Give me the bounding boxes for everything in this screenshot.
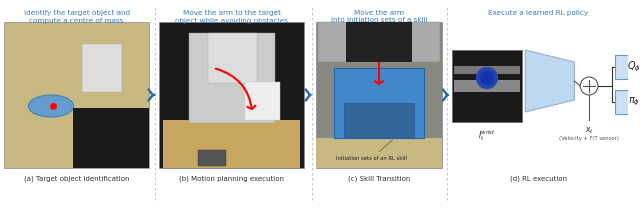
Bar <box>452 50 522 122</box>
Text: (c) Skill Transition: (c) Skill Transition <box>348 175 410 182</box>
Circle shape <box>480 71 494 85</box>
Bar <box>246 82 280 120</box>
Bar <box>318 22 440 62</box>
Text: Execute a learned RL policy: Execute a learned RL policy <box>488 10 588 16</box>
Bar <box>316 138 442 168</box>
Bar <box>208 33 257 83</box>
FancyBboxPatch shape <box>614 90 640 114</box>
Text: Move the arm
into initiation sets of a skill: Move the arm into initiation sets of a s… <box>331 10 428 24</box>
Text: (a) Target object identification: (a) Target object identification <box>24 175 129 182</box>
Text: (Velocity + F/T sensor): (Velocity + F/T sensor) <box>559 136 619 141</box>
Text: Identify the target object and
compute a centre of mass: Identify the target object and compute a… <box>24 10 130 24</box>
Bar <box>334 68 424 138</box>
Bar <box>198 150 226 166</box>
Bar <box>454 80 520 92</box>
Text: $I_t^{wrist}$: $I_t^{wrist}$ <box>478 128 496 143</box>
Text: $x_t$: $x_t$ <box>584 126 594 136</box>
Polygon shape <box>525 50 574 112</box>
Circle shape <box>580 77 598 95</box>
Text: $\pi_\phi$: $\pi_\phi$ <box>628 96 640 108</box>
Bar <box>159 22 305 168</box>
Text: $Q_\phi$: $Q_\phi$ <box>627 60 640 74</box>
FancyBboxPatch shape <box>614 55 640 79</box>
Ellipse shape <box>28 95 74 117</box>
Bar <box>344 103 414 138</box>
Bar <box>454 66 520 74</box>
Text: Initiation sets of an RL skill: Initiation sets of an RL skill <box>336 140 406 161</box>
Circle shape <box>476 67 498 89</box>
Bar <box>316 22 442 168</box>
Text: Move the arm to the target
object while avoiding obstacles: Move the arm to the target object while … <box>175 10 288 24</box>
Bar <box>73 108 149 168</box>
Bar <box>83 44 122 92</box>
Bar <box>189 33 275 123</box>
Bar <box>4 22 149 168</box>
Text: (d) RL execution: (d) RL execution <box>509 175 566 182</box>
Bar <box>163 120 300 168</box>
Text: (b) Motion planning execution: (b) Motion planning execution <box>179 175 284 182</box>
Bar <box>346 22 412 62</box>
